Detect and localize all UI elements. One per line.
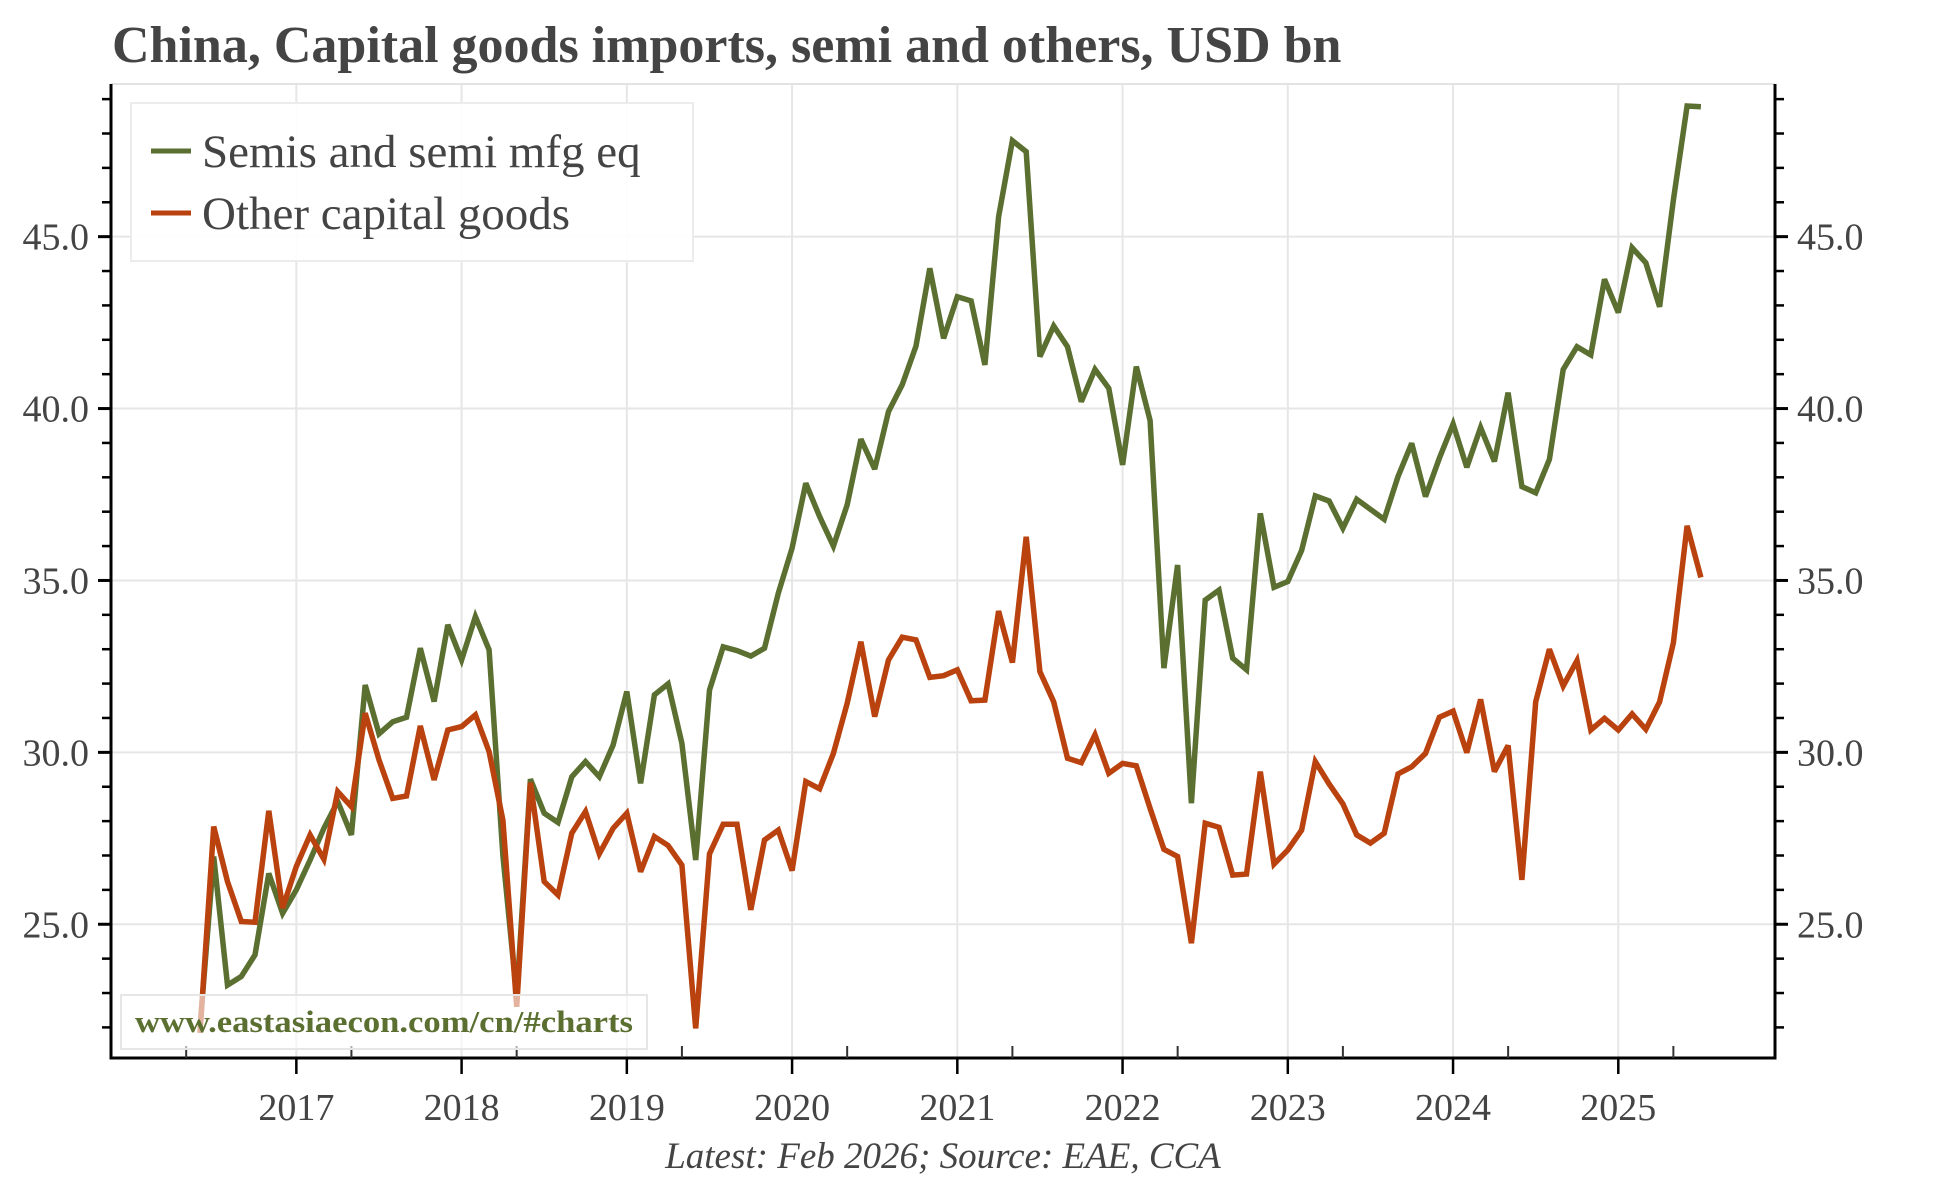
watermark-text: www.eastasiaecon.com/cn/#charts: [135, 1004, 633, 1039]
chart-caption: Latest: Feb 2026; Source: EAE, CCA: [664, 1136, 1221, 1177]
chart-title: China, Capital goods imports, semi and o…: [112, 17, 1341, 74]
y-tick-label-left: 35.0: [23, 560, 90, 602]
x-tick-label-2017: 2017: [258, 1087, 334, 1129]
x-tick-label-2020: 2020: [754, 1087, 830, 1129]
y-tick-label-left: 25.0: [23, 904, 90, 946]
series-line-other-capital-goods: [200, 526, 1701, 1033]
y-tick-label-left: 40.0: [23, 389, 90, 431]
x-tick-label-2025: 2025: [1580, 1087, 1656, 1129]
legend: Semis and semi mfg eq Other capital good…: [131, 103, 693, 261]
plot-frame-top: [111, 83, 1775, 85]
x-tick-label-2024: 2024: [1415, 1087, 1491, 1129]
legend-label-other-capital-goods: Other capital goods: [202, 188, 570, 240]
y-tick-label-right: 45.0: [1797, 217, 1864, 259]
y-tick-label-right: 35.0: [1797, 560, 1864, 602]
y-tick-label-right: 30.0: [1797, 732, 1864, 774]
y-tick-label-right: 40.0: [1797, 389, 1864, 431]
legend-label-semis: Semis and semi mfg eq: [202, 126, 641, 178]
watermark: www.eastasiaecon.com/cn/#charts: [121, 995, 647, 1049]
x-tick-label-2019: 2019: [589, 1087, 665, 1129]
x-tick-label-2023: 2023: [1250, 1087, 1326, 1129]
y-tick-label-left: 45.0: [23, 217, 90, 259]
x-tick-label-2021: 2021: [919, 1087, 995, 1129]
y-tick-label-left: 30.0: [23, 732, 90, 774]
y-tick-label-right: 25.0: [1797, 904, 1864, 946]
x-tick-label-2018: 2018: [424, 1087, 500, 1129]
x-tick-label-2022: 2022: [1085, 1087, 1161, 1129]
